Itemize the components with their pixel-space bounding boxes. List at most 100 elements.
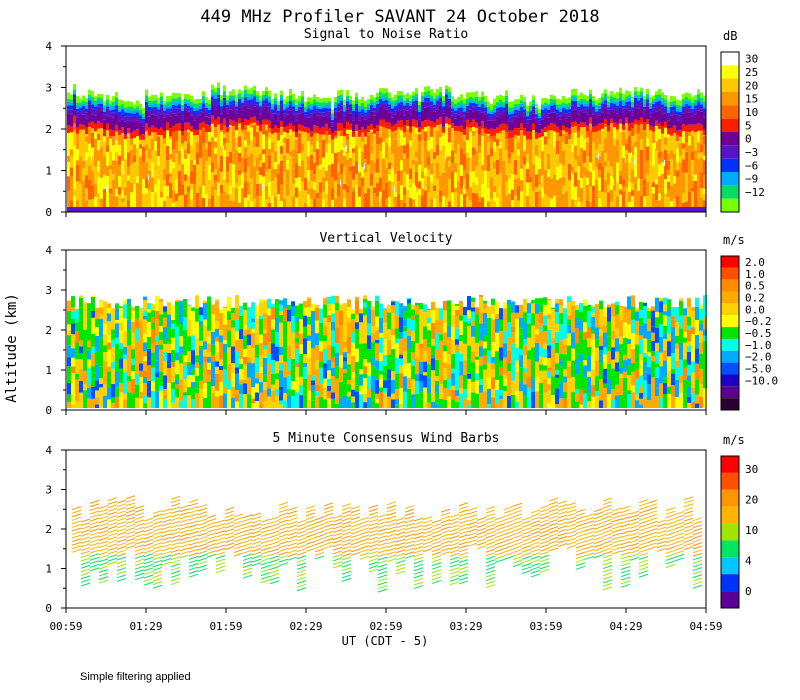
colorbar-swatch xyxy=(721,78,739,92)
velocity-cell xyxy=(523,322,527,340)
snr-cell xyxy=(154,100,157,104)
velocity-cell xyxy=(191,364,195,370)
snr-cell xyxy=(415,93,418,97)
snr-cell xyxy=(100,123,103,129)
velocity-cell xyxy=(451,399,455,408)
velocity-cell xyxy=(319,329,323,342)
snr-cell xyxy=(286,114,289,126)
velocity-cell xyxy=(443,388,447,400)
velocity-cell xyxy=(391,399,395,408)
snr-cell xyxy=(163,158,166,169)
velocity-cell xyxy=(443,332,447,346)
snr-cell xyxy=(103,168,106,175)
velocity-cell xyxy=(331,357,335,362)
velocity-cell xyxy=(171,382,175,390)
snr-cell xyxy=(223,146,224,153)
snr-cell xyxy=(502,201,505,208)
snr-cell xyxy=(271,103,274,107)
snr-cell xyxy=(583,99,586,104)
velocity-cell xyxy=(447,396,451,408)
velocity-cell xyxy=(475,331,479,343)
velocity-cell xyxy=(219,369,223,383)
velocity-cell xyxy=(607,393,611,408)
snr-cell xyxy=(271,168,274,181)
velocity-cell xyxy=(339,355,343,368)
snr-cell xyxy=(148,174,149,181)
snr-cell xyxy=(427,132,430,141)
snr-cell xyxy=(622,93,625,100)
snr-cell xyxy=(259,196,262,208)
snr-cell xyxy=(310,106,313,110)
snr-cell xyxy=(391,207,394,212)
velocity-cell xyxy=(471,369,475,382)
snr-cell xyxy=(136,120,139,130)
snr-cell xyxy=(397,120,400,128)
snr-cell xyxy=(451,127,454,139)
snr-cell xyxy=(331,109,334,114)
snr-cell xyxy=(394,162,397,174)
snr-cell xyxy=(514,178,517,196)
velocity-cell xyxy=(455,350,459,356)
snr-cell xyxy=(604,152,607,162)
snr-cell xyxy=(112,179,115,196)
snr-cell xyxy=(160,104,163,108)
snr-cell xyxy=(634,197,637,208)
velocity-cell xyxy=(175,388,179,398)
velocity-cell xyxy=(71,318,75,324)
snr-cell xyxy=(166,110,169,115)
snr-cell xyxy=(325,160,328,171)
snr-cell xyxy=(502,110,505,116)
snr-cell xyxy=(166,102,169,106)
snr-cell xyxy=(310,198,313,208)
snr-cell xyxy=(529,165,532,177)
snr-cell xyxy=(184,130,187,142)
velocity-cell xyxy=(227,364,231,381)
snr-cell xyxy=(553,102,556,105)
snr-cell xyxy=(469,171,472,188)
snr-cell xyxy=(70,200,73,208)
snr-cell xyxy=(433,122,436,128)
snr-cell xyxy=(547,139,550,154)
velocity-cell xyxy=(551,322,555,339)
snr-cell xyxy=(541,197,544,208)
velocity-cell xyxy=(435,392,439,404)
snr-cell xyxy=(433,191,436,199)
snr-cell xyxy=(682,187,685,193)
snr-cell xyxy=(463,107,466,112)
snr-cell xyxy=(577,110,580,115)
snr-cell xyxy=(451,163,454,172)
snr-cell xyxy=(145,193,148,208)
snr-cell xyxy=(121,104,124,108)
snr-cell xyxy=(88,207,91,212)
snr-cell xyxy=(106,191,109,208)
snr-cell xyxy=(286,102,289,105)
snr-cell xyxy=(490,139,493,148)
velocity-cell xyxy=(439,371,443,385)
velocity-cell xyxy=(587,354,591,372)
snr-cell xyxy=(289,151,292,156)
snr-cell xyxy=(613,93,616,98)
velocity-cell xyxy=(171,305,175,320)
snr-cell xyxy=(406,207,409,212)
snr-cell xyxy=(193,207,196,212)
snr-cell xyxy=(94,100,97,105)
velocity-cell xyxy=(291,321,295,333)
velocity-cell xyxy=(607,336,611,352)
snr-cell xyxy=(487,135,490,142)
snr-cell xyxy=(532,151,535,165)
snr-cell xyxy=(376,107,379,114)
snr-cell xyxy=(109,110,112,113)
snr-cell xyxy=(340,110,343,124)
snr-cell xyxy=(619,194,622,208)
snr-cell xyxy=(628,201,631,208)
snr-cell xyxy=(163,207,166,212)
snr-cell xyxy=(208,179,211,189)
snr-cell xyxy=(184,141,187,150)
velocity-cell xyxy=(411,394,415,408)
snr-cell xyxy=(235,104,238,107)
snr-cell xyxy=(355,160,358,175)
velocity-cell xyxy=(599,378,603,387)
snr-cell xyxy=(517,107,520,111)
snr-cell xyxy=(268,155,271,170)
snr-cell xyxy=(217,94,220,98)
